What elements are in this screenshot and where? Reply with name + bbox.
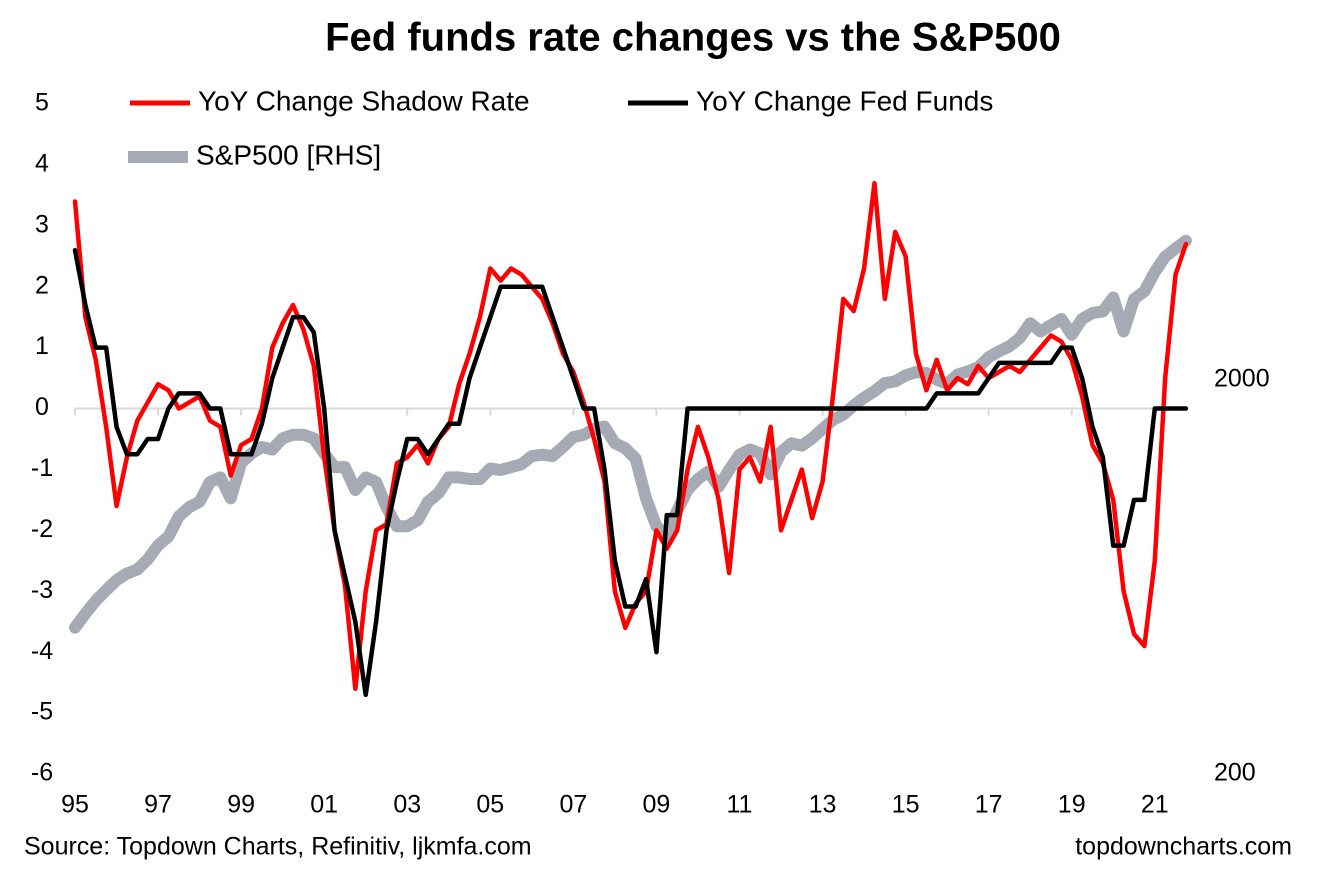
chart-title: Fed funds rate changes vs the S&P500 [325,16,1061,60]
x-tick-label: 05 [476,791,504,819]
y-tick-label: 1 [35,332,49,360]
credit: topdowncharts.com [1075,833,1292,861]
y-tick-label: -6 [31,759,53,787]
legend-label: YoY Change Fed Funds [696,85,993,116]
x-tick-label: 97 [144,791,172,819]
series-line [69,234,1192,634]
x-tick-label: 99 [227,791,255,819]
y-tick-label: 3 [35,210,49,238]
x-tick-label: 21 [1141,791,1169,819]
series-line [72,247,1189,698]
x-tick-label: 17 [975,791,1003,819]
x-tick-label: 13 [809,791,837,819]
x-tick-label: 19 [1058,791,1086,819]
y-tick-label: -3 [31,576,53,604]
x-tick-label: 07 [559,791,587,819]
y-tick-label: 0 [35,393,49,421]
y2-tick-label: 2000 [1214,364,1270,392]
y-tick-label: -2 [31,515,53,543]
y-tick-label: 2 [35,271,49,299]
legend-label: YoY Change Shadow Rate [198,85,530,116]
x-tick-label: 03 [393,791,421,819]
source-note: Source: Topdown Charts, Refinitiv, ljkmf… [24,833,532,861]
y-tick-label: 5 [35,89,49,117]
y-tick-label: -5 [31,698,53,726]
y-tick-label: -1 [31,454,53,482]
x-tick-label: 15 [892,791,920,819]
x-tick-label: 11 [727,791,753,819]
series-line [72,180,1189,691]
x-tick-label: 01 [310,791,338,819]
x-tick-label: 09 [643,791,671,819]
x-tick-label: 95 [61,791,89,819]
legend-label: S&P500 [RHS] [196,139,381,170]
y-tick-label: 4 [35,150,49,178]
y-tick-label: -4 [31,637,53,665]
y2-tick-label: 200 [1214,759,1256,787]
